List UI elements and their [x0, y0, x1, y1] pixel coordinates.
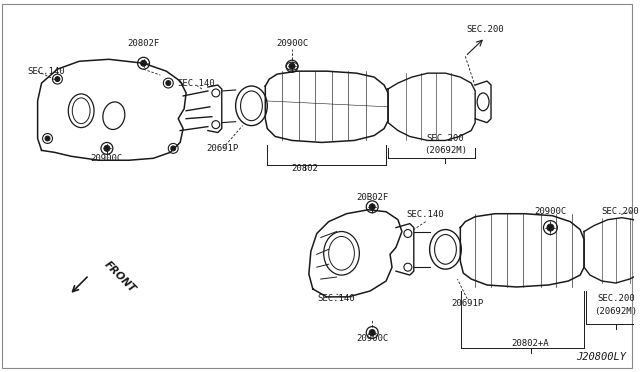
Circle shape: [171, 146, 176, 151]
Text: 20691P: 20691P: [207, 144, 239, 153]
Text: (20692M): (20692M): [595, 307, 637, 316]
Text: SEC.140: SEC.140: [318, 294, 355, 303]
Text: 20B02F: 20B02F: [356, 193, 388, 202]
Text: 20900C: 20900C: [91, 154, 123, 163]
Circle shape: [369, 204, 375, 210]
Text: J20800LY: J20800LY: [575, 352, 626, 362]
Circle shape: [45, 136, 50, 141]
Circle shape: [547, 224, 554, 231]
Text: 20802+A: 20802+A: [512, 339, 549, 348]
Circle shape: [104, 145, 110, 151]
Text: 20900C: 20900C: [356, 334, 388, 343]
Text: 20802F: 20802F: [127, 39, 159, 48]
Circle shape: [141, 60, 147, 66]
Circle shape: [289, 63, 295, 69]
Text: FRONT: FRONT: [102, 259, 137, 294]
Text: SEC.140: SEC.140: [28, 67, 65, 76]
Text: SEC.140: SEC.140: [407, 210, 445, 219]
Text: SEC.200: SEC.200: [427, 134, 464, 143]
Text: SEC.200: SEC.200: [597, 294, 635, 303]
Text: SEC.200: SEC.200: [467, 25, 504, 34]
Text: 20900C: 20900C: [534, 207, 566, 216]
Text: SEC.200: SEC.200: [601, 207, 639, 216]
Circle shape: [166, 81, 171, 86]
Text: 20900C: 20900C: [276, 39, 308, 48]
Text: 20691P: 20691P: [451, 299, 483, 308]
Circle shape: [369, 330, 375, 336]
Text: (20692M): (20692M): [424, 146, 467, 155]
Circle shape: [55, 77, 60, 81]
Text: SEC.140: SEC.140: [177, 78, 215, 87]
Text: 20802: 20802: [291, 164, 318, 173]
